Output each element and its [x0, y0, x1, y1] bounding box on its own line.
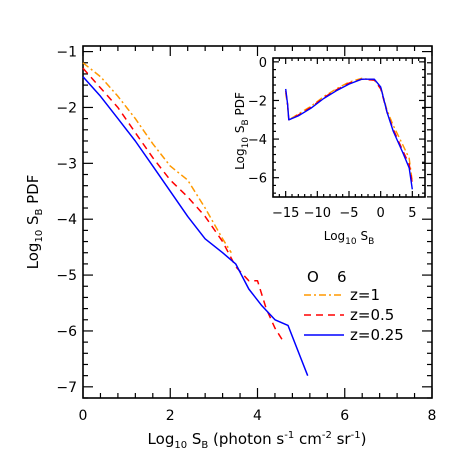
inset-series-line-0 — [285, 77, 413, 182]
main-y-tick-label: −5 — [56, 268, 77, 284]
main-series-line-0 — [82, 62, 232, 254]
y-axis-label: Log10 SB PDF — [24, 175, 45, 270]
inset-x-tick-label: −10 — [304, 206, 331, 221]
inset-plot: −15 −10 −5 0 5 −6 −4 −2 0 Log10 SB Log10 SB PDF — [233, 56, 426, 247]
legend-label-0: z=1 — [350, 286, 380, 304]
main-y-tick-label: −4 — [56, 212, 77, 228]
main-x-tick-label: 8 — [428, 408, 437, 424]
main-y-tick-label: −1 — [56, 45, 77, 61]
main-series-line-2 — [82, 76, 309, 376]
inset-y-axis-label: Log10 SB PDF — [233, 92, 251, 170]
inset-y-tick-label: −4 — [248, 133, 267, 148]
legend-items: z=1 z=0.5 z=0.25 — [304, 286, 404, 344]
main-series-line-1 — [82, 67, 285, 343]
main-y-tick-label: −6 — [56, 324, 77, 340]
legend-label-2: z=0.25 — [350, 326, 404, 344]
main-y-tick-label: −2 — [56, 100, 77, 116]
main-x-tick-label: 2 — [166, 408, 175, 424]
inset-x-tick-label: −5 — [339, 206, 358, 221]
main-x-tick-label: 4 — [253, 408, 262, 424]
legend-title-left: O — [307, 268, 319, 286]
main-series — [82, 62, 309, 376]
inset-ticks: −15 −10 −5 0 5 −6 −4 −2 0 — [248, 56, 426, 221]
main-plot: 0 2 4 6 8 −7 −6 −5 −4 −3 −2 −1 Log10 SB (photon s-1… — [24, 45, 436, 451]
main-y-tick-label: −3 — [56, 156, 77, 172]
main-y-tick-label: −7 — [56, 380, 77, 396]
main-x-tick-label: 0 — [79, 408, 88, 424]
inset-plot-frame — [272, 57, 426, 198]
inset-y-tick-label: −2 — [248, 94, 267, 109]
inset-y-tick-label: −6 — [248, 172, 267, 187]
main-x-tick-label: 6 — [340, 408, 349, 424]
inset-y-tick-label: 0 — [259, 56, 267, 71]
legend-title-right: 6 — [337, 268, 347, 286]
inset-x-tick-label: 0 — [377, 206, 385, 221]
inset-x-tick-label: −15 — [272, 206, 299, 221]
inset-series-line-2 — [285, 78, 413, 190]
legend-label-1: z=0.5 — [350, 306, 394, 324]
main-ticks: 0 2 4 6 8 −7 −6 −5 −4 −3 −2 −1 — [56, 45, 436, 424]
legend: O 6 z=1 z=0.5 z=0.25 — [304, 268, 404, 344]
x-axis-label: Log10 SB (photon s-1 cm-2 sr-1) — [148, 430, 367, 451]
inset-series — [285, 77, 413, 190]
inset-x-tick-label: 5 — [408, 206, 416, 221]
inset-x-axis-label: Log10 SB — [324, 229, 375, 247]
